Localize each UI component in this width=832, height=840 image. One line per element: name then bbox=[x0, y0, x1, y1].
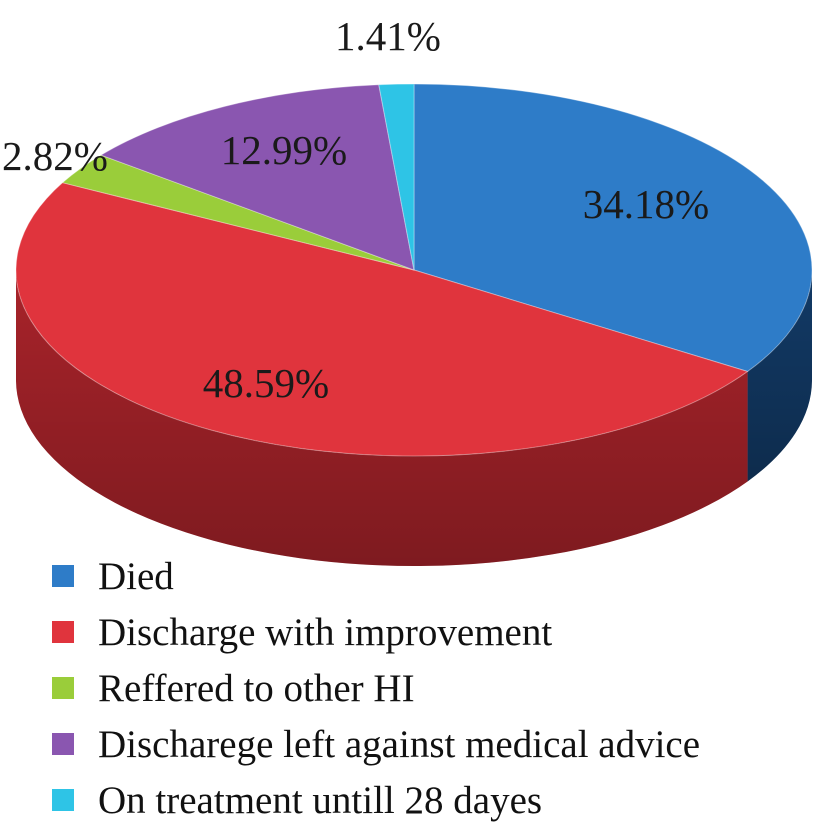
legend-item-reffered-to-other-hi: Reffered to other HI bbox=[52, 660, 700, 716]
data-label-discharge-with-improvement: 48.59% bbox=[203, 360, 329, 406]
legend-item-discharge-with-improvement: Discharge with improvement bbox=[52, 604, 700, 660]
data-label-on-treatment-untill-28-dayes: 1.41% bbox=[335, 13, 441, 59]
legend-label-discharege-left-against-medical-advice: Discharege left against medical advice bbox=[98, 722, 701, 766]
pie-slice-reffered-to-other-hi bbox=[61, 154, 415, 271]
legend-label-on-treatment-untill-28-dayes: On treatment untill 28 dayes bbox=[98, 778, 543, 822]
legend-swatch-died bbox=[52, 565, 74, 587]
data-label-discharege-left-against-medical-advice: 12.99% bbox=[221, 127, 347, 173]
legend-swatch-reffered-to-other-hi bbox=[52, 677, 74, 699]
pie-side-shade-discharge-with-improvement bbox=[16, 270, 748, 566]
data-label-reffered-to-other-hi: 2.82% bbox=[2, 133, 108, 179]
pie-tops bbox=[15, 83, 813, 457]
legend-item-discharege-left-against-medical-advice: Discharege left against medical advice bbox=[52, 716, 700, 772]
pie-slice-on-treatment-untill-28-dayes bbox=[378, 83, 415, 271]
legend-swatch-on-treatment-untill-28-dayes bbox=[52, 789, 74, 811]
legend-label-discharge-with-improvement: Discharge with improvement bbox=[98, 610, 553, 654]
pie-data-labels: 34.18% 48.59% 2.82% 12.99% 1.41% bbox=[2, 13, 709, 406]
pie-sides bbox=[16, 270, 812, 566]
legend-swatch-discharge-with-improvement bbox=[52, 621, 74, 643]
pie-side-shade-died bbox=[747, 270, 812, 482]
legend-item-died: Died bbox=[52, 548, 700, 604]
legend-label-reffered-to-other-hi: Reffered to other HI bbox=[98, 666, 415, 710]
pie-slice-died bbox=[413, 83, 813, 373]
legend: Died Discharge with improvement Reffered t… bbox=[52, 548, 700, 828]
legend-swatch-discharege-left-against-medical-advice bbox=[52, 733, 74, 755]
legend-item-on-treatment-untill-28-dayes: On treatment untill 28 dayes bbox=[52, 772, 700, 828]
pie-slice-discharge-with-improvement bbox=[15, 182, 749, 457]
legend-label-died: Died bbox=[98, 554, 174, 598]
data-label-died: 34.18% bbox=[583, 181, 709, 227]
pie-slice-discharege-left-against-medical-advice bbox=[99, 84, 415, 271]
